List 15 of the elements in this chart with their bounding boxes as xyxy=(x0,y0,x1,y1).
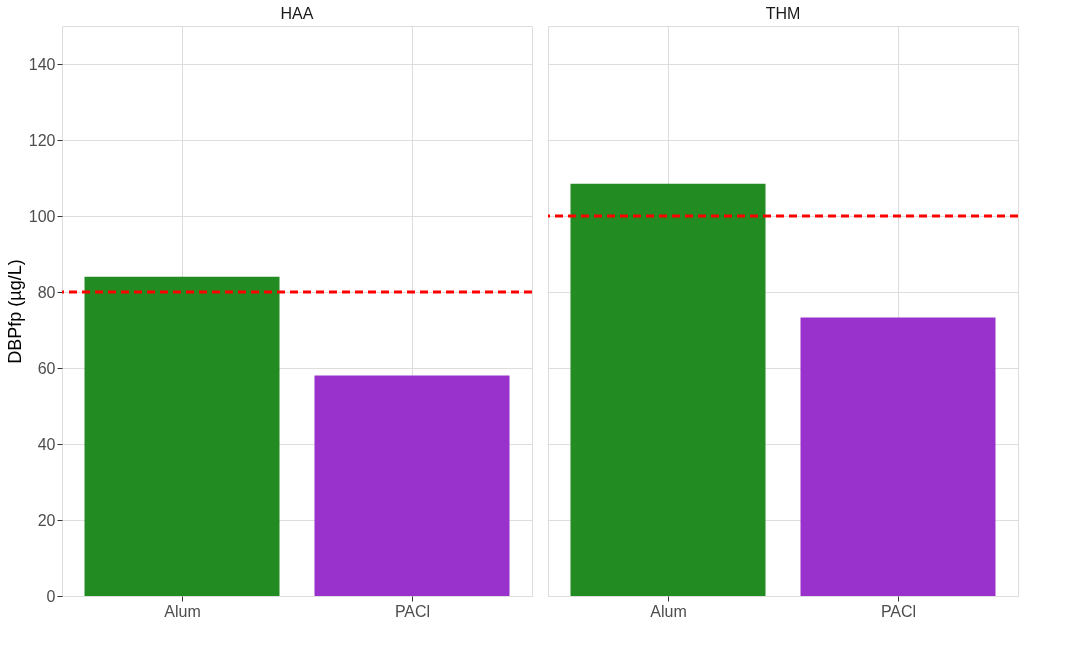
x-tick-label: PACl xyxy=(880,602,917,620)
chart-title: THM xyxy=(765,5,801,22)
y-tick-label: 40 xyxy=(37,435,56,453)
x-tick-label: Alum xyxy=(650,602,687,620)
y-axis-title: DBPfp (µg/L) xyxy=(4,259,25,364)
y-tick-label: 20 xyxy=(37,511,56,529)
y-tick-label: 120 xyxy=(28,131,56,149)
x-tick-label: Alum xyxy=(164,602,201,620)
y-tick-label: 100 xyxy=(28,207,56,225)
x-tick-label: PACl xyxy=(394,602,431,620)
chart-title: HAA xyxy=(280,5,314,22)
y-tick-label: 0 xyxy=(46,587,56,605)
y-tick-label: 60 xyxy=(37,359,56,377)
y-tick-label: 80 xyxy=(37,283,56,301)
y-tick-label: 140 xyxy=(28,55,56,73)
